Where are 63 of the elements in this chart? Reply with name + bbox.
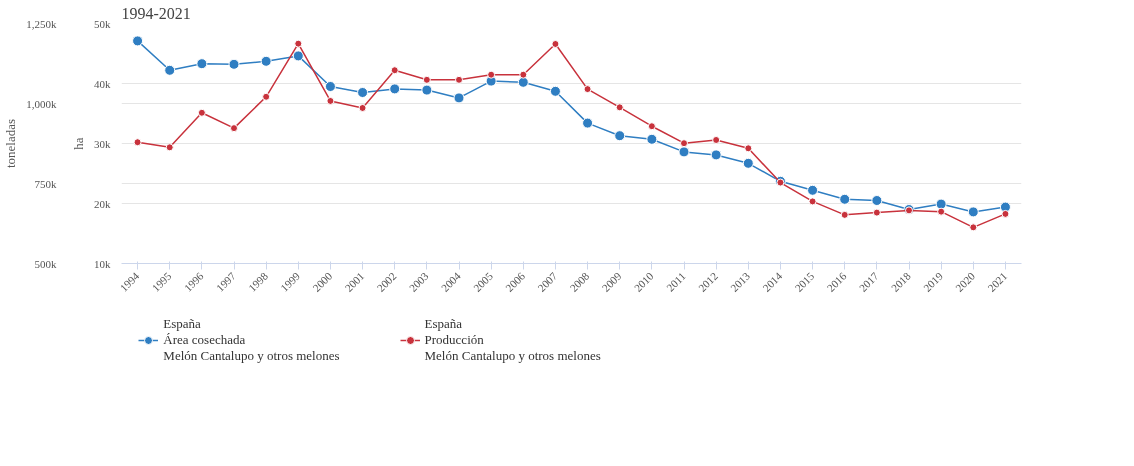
point xyxy=(583,85,592,94)
point xyxy=(872,208,881,217)
y2-tick-label: 750k xyxy=(34,177,57,190)
y2-tick-label: 1,000k xyxy=(26,97,57,110)
y-tick-label: 40k xyxy=(94,77,111,90)
point xyxy=(582,117,594,129)
point xyxy=(455,75,463,84)
point xyxy=(678,146,690,158)
point xyxy=(196,58,208,70)
point xyxy=(294,39,303,48)
y-tick-label: 10k xyxy=(94,257,111,270)
legend-label: España Área cosechada Melón Cantalupo y otros melones xyxy=(163,316,340,364)
point xyxy=(389,83,401,95)
point xyxy=(937,207,946,216)
point xyxy=(453,92,465,104)
point xyxy=(326,96,335,105)
point xyxy=(132,35,144,47)
y-tick-label: 30k xyxy=(94,137,111,150)
point xyxy=(164,64,176,76)
point xyxy=(1001,209,1010,218)
point xyxy=(357,87,369,98)
point xyxy=(647,122,656,131)
point xyxy=(324,81,336,92)
point xyxy=(358,103,367,112)
point xyxy=(710,149,722,161)
y-axis-title: ha xyxy=(71,137,86,150)
point xyxy=(165,143,174,152)
point xyxy=(712,135,721,144)
point xyxy=(967,206,979,218)
point xyxy=(421,84,433,96)
point xyxy=(551,39,560,48)
point xyxy=(807,184,819,196)
y2-tick-label: 500k xyxy=(34,257,57,270)
point xyxy=(390,66,399,75)
point xyxy=(646,133,658,145)
chart-title: 1994-2021 xyxy=(121,4,191,22)
point xyxy=(519,70,528,79)
point xyxy=(680,139,688,148)
legend-label: España Producción Melón Cantalupo y otros melones xyxy=(424,316,601,364)
point xyxy=(808,197,817,206)
point xyxy=(935,198,947,210)
point xyxy=(260,55,272,67)
point xyxy=(742,157,754,169)
point xyxy=(614,130,626,142)
point xyxy=(839,193,851,205)
y2-tick-label: 1,250k xyxy=(26,17,57,30)
point xyxy=(292,50,304,62)
point xyxy=(549,85,561,97)
point xyxy=(230,124,238,133)
y-tick-label: 50k xyxy=(94,17,111,30)
y2-axis-title: toneladas xyxy=(3,118,19,169)
point xyxy=(133,138,142,147)
point xyxy=(487,70,496,79)
point xyxy=(871,195,883,206)
point xyxy=(422,75,431,84)
point xyxy=(744,144,753,153)
y-tick-label: 20k xyxy=(94,197,111,210)
point xyxy=(840,210,849,219)
point xyxy=(228,58,240,70)
point xyxy=(262,92,271,101)
point xyxy=(969,223,978,232)
point xyxy=(197,108,206,117)
point xyxy=(615,103,624,112)
